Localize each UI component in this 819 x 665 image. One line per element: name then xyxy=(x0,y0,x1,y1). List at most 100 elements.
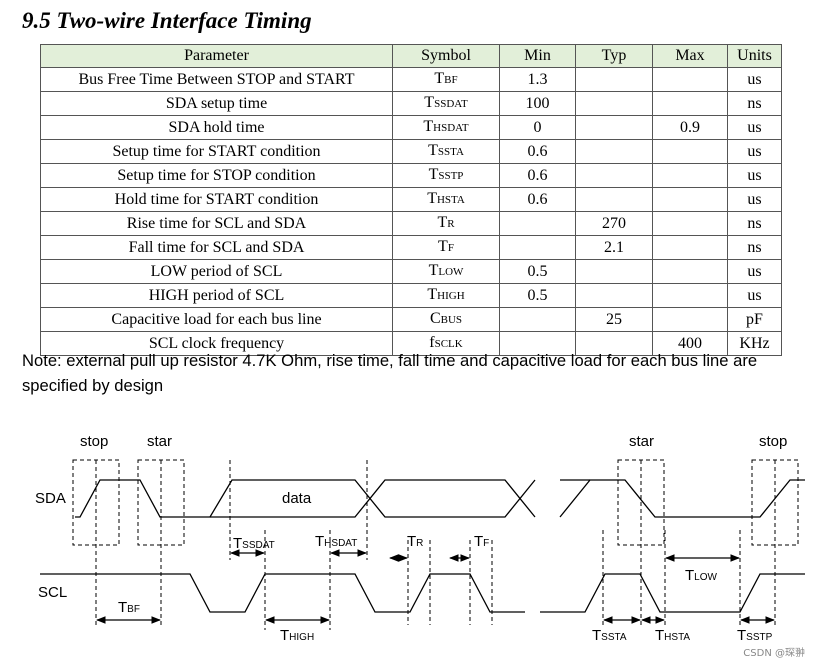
table-row: Rise time for SCL and SDA TR 270 ns xyxy=(40,211,782,236)
empty-cell xyxy=(652,91,728,116)
t: T xyxy=(592,627,601,644)
units-cell: pF xyxy=(727,307,782,332)
table-row: LOW period of SCL TLOW 0.5 us xyxy=(40,259,782,284)
empty-cell xyxy=(575,163,653,188)
label-t-hsdat: THSDAT xyxy=(315,533,357,550)
symbol-sub: HIGH xyxy=(437,290,465,302)
empty-cell xyxy=(575,115,653,140)
table-row: Fall time for SCL and SDA TF 2.1 ns xyxy=(40,235,782,260)
empty-cell xyxy=(499,211,576,236)
sub: HSTA xyxy=(664,632,690,643)
empty-cell xyxy=(575,331,653,356)
units-cell: us xyxy=(727,115,782,140)
symbol-sub: F xyxy=(447,242,454,254)
symbol-main: T xyxy=(428,262,439,279)
units-cell: us xyxy=(727,163,782,188)
symbol-sub: BF xyxy=(444,74,458,86)
units-cell: ns xyxy=(727,91,782,116)
units-cell: ns xyxy=(727,235,782,260)
symbol-cell: TF xyxy=(392,235,500,260)
symbol-sub: SSTP xyxy=(438,170,464,182)
symbol-main: T xyxy=(438,238,448,255)
empty-cell xyxy=(499,307,576,332)
watermark: CSDN @琛翀 xyxy=(743,648,805,659)
parameter-cell: Setup time for STOP condition xyxy=(40,163,393,188)
timing-table: Parameter Symbol Min Typ Max Units Bus Free T… xyxy=(40,44,782,356)
table-row: Hold time for START condition THSTA 0.6 us xyxy=(40,187,782,212)
units-cell: KHz xyxy=(727,331,782,356)
typ-cell: 270 xyxy=(575,211,653,236)
label-start: star xyxy=(147,433,172,450)
header-cell: Symbol xyxy=(392,44,500,68)
symbol-cell: TSSDAT xyxy=(392,91,500,116)
label-stop: stop xyxy=(759,433,787,450)
symbol-main: T xyxy=(423,118,434,135)
symbol-main: T xyxy=(437,214,448,231)
empty-cell xyxy=(499,331,576,356)
empty-cell xyxy=(652,163,728,188)
parameter-cell: SCL clock frequency xyxy=(40,331,393,356)
t: T xyxy=(118,599,127,616)
empty-cell xyxy=(652,211,728,236)
section-title: 9.5 Two-wire Interface Timing xyxy=(22,8,312,33)
min-cell: 0.5 xyxy=(499,259,576,284)
symbol-sub: SSDAT xyxy=(434,98,468,110)
symbol-cell: THIGH xyxy=(392,283,500,308)
label-t-sstp: TSSTP xyxy=(737,627,773,644)
empty-cell xyxy=(652,235,728,260)
label-t-f: TF xyxy=(474,533,489,550)
min-cell: 0 xyxy=(499,115,576,140)
label-t-ssdat: TSSDAT xyxy=(233,535,275,552)
symbol-main: C xyxy=(429,310,441,327)
empty-cell xyxy=(652,259,728,284)
header-cell: Units xyxy=(727,44,782,68)
parameter-cell: Capacitive load for each bus line xyxy=(40,307,393,332)
table-row: SCL clock frequency fSCLK 400 KHz xyxy=(40,331,782,356)
max-cell: 0.9 xyxy=(652,115,728,140)
timing-diagram: stop star star stop SDA SCL data TBF TSS… xyxy=(35,433,805,644)
symbol-cell: TLOW xyxy=(392,259,500,284)
symbol-sub: R xyxy=(447,218,455,230)
t: T xyxy=(737,627,746,644)
parameter-cell: Hold time for START condition xyxy=(40,187,393,212)
t: T xyxy=(280,627,289,644)
table-row: Capacitive load for each bus line CBUS 25 p… xyxy=(40,307,782,332)
label-scl: SCL xyxy=(38,584,67,601)
note: Note: external pull up resistor 4.7K Ohm… xyxy=(22,351,758,395)
symbol-cell: TR xyxy=(392,211,500,236)
arrows xyxy=(96,549,775,624)
t: T xyxy=(233,535,242,552)
units-cell: us xyxy=(727,187,782,212)
symbol-main: T xyxy=(428,142,438,159)
label-t-hsta: THSTA xyxy=(655,627,690,644)
t: T xyxy=(655,627,664,644)
units-cell: ns xyxy=(727,211,782,236)
sub: SSDAT xyxy=(242,540,275,551)
label-t-high: THIGH xyxy=(280,627,314,644)
label-t-low: TLOW xyxy=(685,567,718,584)
label-t-r: TR xyxy=(407,533,423,550)
symbol-sub: SCLK xyxy=(434,338,463,350)
sub: SSTA xyxy=(601,632,627,643)
label-stop: stop xyxy=(80,433,108,450)
label-t-bf: TBF xyxy=(118,599,140,616)
symbol-sub: BUS xyxy=(440,314,463,326)
symbol-main: T xyxy=(427,190,437,207)
max-cell: 400 xyxy=(652,331,728,356)
symbol-cell: fSCLK xyxy=(392,331,500,356)
min-cell: 100 xyxy=(499,91,576,116)
table-row: SDA setup time TSSDAT 100 ns xyxy=(40,91,782,116)
header-row: Parameter Symbol Min Typ Max Units xyxy=(40,44,782,68)
symbol-cell: TSSTP xyxy=(392,163,500,188)
label-sda: SDA xyxy=(35,490,66,507)
parameter-cell: Fall time for SCL and SDA xyxy=(40,235,393,260)
table-row: Setup time for START condition TSSTA 0.6 us xyxy=(40,139,782,164)
parameter-cell: Bus Free Time Between STOP and START xyxy=(40,67,393,92)
symbol-main: T xyxy=(424,94,435,111)
parameter-cell: LOW period of SCL xyxy=(40,259,393,284)
empty-cell xyxy=(652,187,728,212)
table-body: Bus Free Time Between STOP and START T BF 1… xyxy=(40,67,782,356)
empty-cell xyxy=(652,283,728,308)
units-cell: us xyxy=(727,67,782,92)
header-cell: Min xyxy=(499,44,576,68)
